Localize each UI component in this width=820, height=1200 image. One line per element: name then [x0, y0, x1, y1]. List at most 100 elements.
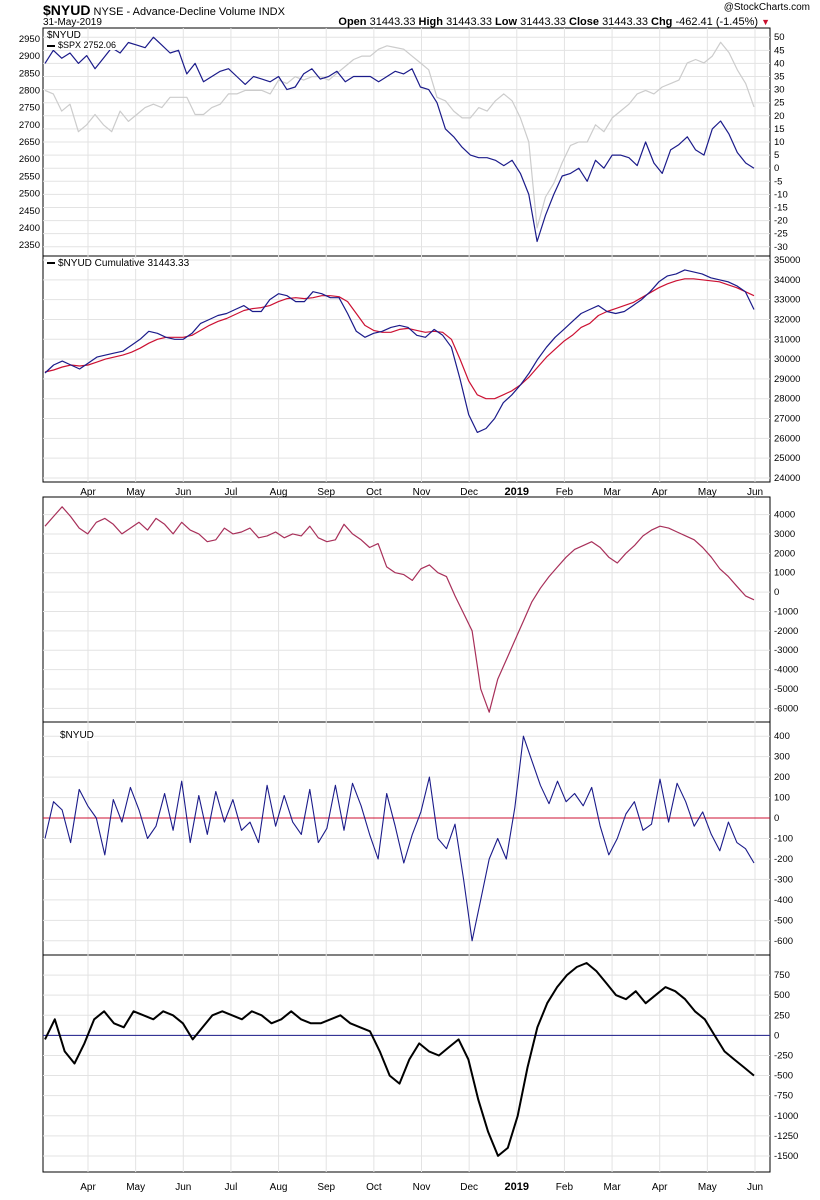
description-label: Advance-Decline Volume — [132, 6, 256, 18]
y-tick-right-smoothed-9: 750 — [774, 970, 790, 981]
x-tick-label-cumulative-13: May — [698, 487, 717, 498]
x-tick-label-smoothed-8: Dec — [460, 1182, 478, 1193]
y-tick-right-oscillator-1: -5000 — [774, 684, 798, 695]
y-tick-right-price-10: 20 — [774, 111, 785, 122]
down-arrow-icon: ▼ — [761, 17, 770, 27]
y-tick-left-price-2: 2450 — [19, 206, 40, 217]
x-tick-label-cumulative-14: Jun — [747, 487, 763, 498]
y-tick-right-oscillator-2: -4000 — [774, 665, 798, 676]
x-tick-label-smoothed-14: Jun — [747, 1182, 763, 1193]
legend-daily: $NYUD — [60, 730, 94, 741]
legend-spx-swatch — [47, 44, 55, 47]
y-tick-right-smoothed-4: -500 — [774, 1071, 793, 1082]
y-tick-right-daily-10: 400 — [774, 731, 790, 742]
y-tick-right-oscillator-0: -6000 — [774, 703, 798, 714]
series-cumulative-line — [44, 269, 755, 433]
y-tick-right-cumulative-0: 24000 — [774, 473, 800, 484]
y-tick-right-price-12: 30 — [774, 85, 785, 96]
x-tick-label-cumulative-12: Apr — [652, 487, 668, 498]
y-tick-left-price-3: 2500 — [19, 189, 40, 200]
y-tick-right-oscillator-6: 0 — [774, 587, 779, 598]
y-tick-right-daily-3: -300 — [774, 874, 793, 885]
x-tick-label-cumulative-4: Aug — [270, 487, 288, 498]
legend-nyud: $NYUD — [47, 30, 81, 41]
x-tick-label-smoothed-4: Aug — [270, 1182, 288, 1193]
y-tick-right-price-0: -30 — [774, 242, 788, 253]
y-tick-right-price-14: 40 — [774, 58, 785, 69]
y-tick-right-oscillator-10: 4000 — [774, 510, 795, 521]
series-daily-line — [44, 735, 755, 942]
y-tick-right-daily-8: 200 — [774, 772, 790, 783]
y-tick-right-daily-5: -100 — [774, 834, 793, 845]
y-tick-right-price-5: -5 — [774, 176, 782, 187]
x-tick-label-cumulative-2: Jun — [175, 487, 191, 498]
y-tick-left-price-0: 2350 — [19, 240, 40, 251]
series-smoothed-line — [44, 962, 755, 1157]
y-tick-right-daily-6: 0 — [774, 813, 779, 824]
y-tick-left-price-9: 2800 — [19, 85, 40, 96]
x-tick-label-smoothed-12: Apr — [652, 1182, 668, 1193]
y-tick-right-cumulative-3: 27000 — [774, 414, 800, 425]
x-tick-label-smoothed-9: 2019 — [505, 1181, 529, 1193]
legend-nyud-text: $NYUD — [47, 30, 81, 41]
exchange-label: NYSE — [93, 6, 124, 18]
y-tick-right-smoothed-0: -1500 — [774, 1151, 798, 1162]
x-tick-label-cumulative-9: 2019 — [505, 486, 529, 498]
y-tick-right-smoothed-6: 0 — [774, 1030, 779, 1041]
symbol-label: $NYUD — [43, 2, 91, 18]
legend-cumulative: $NYUD Cumulative 31443.33 — [47, 258, 190, 269]
y-tick-right-oscillator-9: 3000 — [774, 529, 795, 540]
y-tick-right-smoothed-2: -1000 — [774, 1111, 798, 1122]
series-cumulative-ma-line — [44, 278, 755, 400]
y-tick-right-cumulative-6: 30000 — [774, 354, 800, 365]
y-tick-right-cumulative-11: 35000 — [774, 255, 800, 266]
y-tick-right-daily-9: 300 — [774, 752, 790, 763]
legend-spx: $SPX 2752.06 — [47, 40, 117, 50]
legend-cumulative-swatch — [47, 262, 55, 265]
y-tick-right-oscillator-8: 2000 — [774, 548, 795, 559]
series-nyud-line — [44, 36, 755, 243]
y-tick-right-cumulative-10: 34000 — [774, 275, 800, 286]
close-value: 31443.33 — [602, 16, 648, 28]
legend-spx-text: $SPX 2752.06 — [58, 40, 117, 50]
y-tick-right-price-2: -20 — [774, 216, 788, 227]
y-tick-right-cumulative-8: 32000 — [774, 314, 800, 325]
date-label: 31-May-2019 — [43, 17, 102, 28]
y-tick-right-smoothed-5: -250 — [774, 1050, 793, 1061]
chg-value: -462.41 (-1.45%) — [675, 16, 759, 28]
low-value: 31443.33 — [520, 16, 566, 28]
chart-title-row: $NYUD NYSE - Advance-Decline Volume INDX — [43, 2, 285, 18]
y-tick-right-oscillator-5: -1000 — [774, 606, 798, 617]
y-tick-right-smoothed-8: 500 — [774, 990, 790, 1001]
x-tick-label-smoothed-2: Jun — [175, 1182, 191, 1193]
y-tick-right-smoothed-1: -1250 — [774, 1131, 798, 1142]
y-tick-right-oscillator-3: -3000 — [774, 645, 798, 656]
y-tick-right-price-11: 25 — [774, 98, 785, 109]
x-tick-label-cumulative-1: May — [126, 487, 145, 498]
y-tick-right-cumulative-1: 25000 — [774, 453, 800, 464]
index-type-label: INDX — [258, 6, 285, 18]
series-spx-line — [44, 41, 755, 229]
y-tick-right-daily-0: -600 — [774, 936, 793, 947]
y-tick-right-cumulative-5: 29000 — [774, 374, 800, 385]
y-tick-right-oscillator-7: 1000 — [774, 568, 795, 579]
high-label: High — [418, 16, 443, 28]
y-tick-left-price-11: 2900 — [19, 51, 40, 62]
watermark: @StockCharts.com — [723, 2, 810, 13]
y-tick-right-price-6: 0 — [774, 163, 779, 174]
y-tick-right-price-15: 45 — [774, 45, 785, 56]
ohlc-row: Open 31443.33 High 31443.33 Low 31443.33… — [338, 16, 770, 28]
x-tick-label-smoothed-5: Sep — [317, 1182, 335, 1193]
y-tick-left-price-10: 2850 — [19, 68, 40, 79]
y-tick-right-price-8: 10 — [774, 137, 785, 148]
legend-daily-text: $NYUD — [60, 730, 94, 741]
panel-frame-cumulative — [42, 255, 771, 483]
y-tick-right-cumulative-9: 33000 — [774, 295, 800, 306]
y-tick-left-price-4: 2550 — [19, 171, 40, 182]
y-tick-right-price-13: 35 — [774, 72, 785, 83]
y-tick-right-price-7: 5 — [774, 150, 779, 161]
x-tick-label-smoothed-7: Nov — [413, 1182, 431, 1193]
x-tick-label-smoothed-1: May — [126, 1182, 145, 1193]
panel-frame-oscillator — [42, 496, 771, 723]
